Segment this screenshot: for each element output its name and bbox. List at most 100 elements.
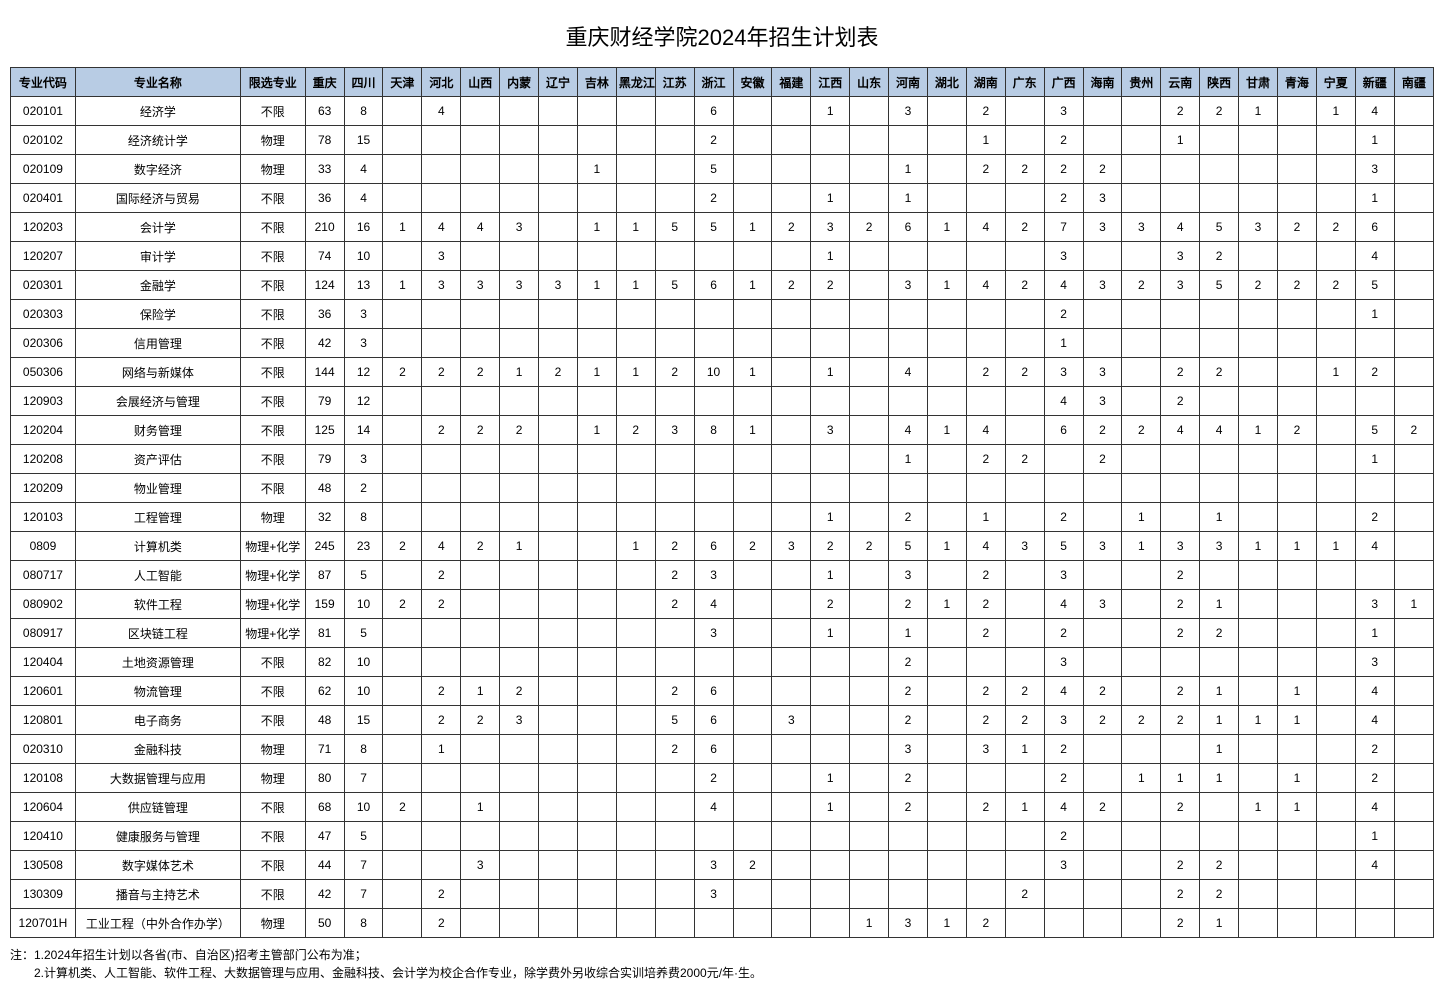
table-cell: 3 <box>889 561 928 590</box>
table-cell: 5 <box>344 619 383 648</box>
table-cell <box>539 590 578 619</box>
table-cell <box>1394 184 1433 213</box>
table-cell: 3 <box>966 735 1005 764</box>
table-cell: 2 <box>889 503 928 532</box>
table-cell <box>1083 648 1122 677</box>
table-cell <box>539 909 578 938</box>
table-cell <box>1083 300 1122 329</box>
table-cell: 2 <box>422 416 461 445</box>
table-cell: 2 <box>655 532 694 561</box>
table-cell: 2 <box>422 880 461 909</box>
table-cell <box>539 619 578 648</box>
table-cell <box>1316 242 1355 271</box>
table-cell <box>772 126 811 155</box>
table-cell <box>772 329 811 358</box>
column-header: 陕西 <box>1200 68 1239 97</box>
table-cell: 1 <box>889 445 928 474</box>
table-cell <box>577 242 616 271</box>
table-cell: 4 <box>1355 97 1394 126</box>
table-cell <box>461 445 500 474</box>
table-cell: 3 <box>1044 648 1083 677</box>
table-row: 130309播音与主持艺术不限42723222 <box>11 880 1434 909</box>
table-cell <box>1239 503 1278 532</box>
table-cell <box>966 880 1005 909</box>
table-cell <box>1277 184 1316 213</box>
table-cell: 1 <box>927 271 966 300</box>
column-header: 黑龙江 <box>616 68 655 97</box>
table-cell <box>1239 242 1278 271</box>
table-cell: 工业工程（中外合作办学） <box>75 909 240 938</box>
table-cell: 6 <box>1355 213 1394 242</box>
footnotes: 注：1.2024年招生计划以各省(市、自治区)招考主管部门公布为准； 2.计算机… <box>10 946 1434 982</box>
table-cell <box>1083 880 1122 909</box>
table-cell: 4 <box>1161 213 1200 242</box>
table-cell: 10 <box>344 242 383 271</box>
table-cell: 2 <box>1083 416 1122 445</box>
table-cell <box>772 387 811 416</box>
table-cell <box>694 329 733 358</box>
table-cell: 2 <box>966 358 1005 387</box>
table-cell: 1 <box>1200 909 1239 938</box>
table-cell <box>577 532 616 561</box>
table-cell <box>577 648 616 677</box>
table-cell <box>694 387 733 416</box>
table-cell <box>1122 358 1161 387</box>
table-cell <box>577 503 616 532</box>
table-cell <box>889 329 928 358</box>
table-cell: 物理 <box>240 155 305 184</box>
table-cell: 1 <box>927 213 966 242</box>
table-cell: 5 <box>344 561 383 590</box>
table-cell <box>850 358 889 387</box>
table-cell: 23 <box>344 532 383 561</box>
table-cell: 020109 <box>11 155 76 184</box>
table-cell <box>889 474 928 503</box>
table-cell: 10 <box>344 590 383 619</box>
table-cell: 120208 <box>11 445 76 474</box>
table-cell: 5 <box>1200 213 1239 242</box>
table-cell <box>1394 155 1433 184</box>
table-cell <box>1122 735 1161 764</box>
column-header: 吉林 <box>577 68 616 97</box>
table-cell <box>461 822 500 851</box>
table-cell: 2 <box>1044 503 1083 532</box>
table-cell: 1 <box>811 242 850 271</box>
table-cell: 2 <box>1083 445 1122 474</box>
table-cell: 1 <box>811 561 850 590</box>
table-cell: 2 <box>422 677 461 706</box>
table-cell: 2 <box>1316 213 1355 242</box>
table-cell <box>1394 851 1433 880</box>
table-cell: 62 <box>305 677 344 706</box>
table-cell <box>500 445 539 474</box>
table-cell <box>966 764 1005 793</box>
table-cell: 大数据管理与应用 <box>75 764 240 793</box>
table-cell: 2 <box>1200 851 1239 880</box>
table-cell <box>577 851 616 880</box>
table-cell: 080917 <box>11 619 76 648</box>
table-cell <box>577 735 616 764</box>
table-cell: 物理+化学 <box>240 590 305 619</box>
table-cell <box>616 880 655 909</box>
table-cell <box>539 706 578 735</box>
table-cell <box>850 590 889 619</box>
table-cell <box>1316 503 1355 532</box>
table-cell: 1 <box>1239 416 1278 445</box>
table-cell <box>1200 822 1239 851</box>
table-cell <box>927 184 966 213</box>
table-cell: 2 <box>461 358 500 387</box>
table-cell <box>1277 909 1316 938</box>
table-cell <box>889 387 928 416</box>
table-cell: 1 <box>577 271 616 300</box>
table-cell <box>850 184 889 213</box>
table-cell <box>655 822 694 851</box>
table-cell: 7 <box>344 764 383 793</box>
table-cell: 50 <box>305 909 344 938</box>
table-cell: 不限 <box>240 300 305 329</box>
table-cell: 2 <box>1161 677 1200 706</box>
table-cell <box>772 851 811 880</box>
table-cell: 3 <box>772 532 811 561</box>
table-cell: 48 <box>305 474 344 503</box>
table-cell <box>1161 474 1200 503</box>
column-header: 重庆 <box>305 68 344 97</box>
table-cell <box>500 909 539 938</box>
table-row: 020310金融科技物理718126331212 <box>11 735 1434 764</box>
